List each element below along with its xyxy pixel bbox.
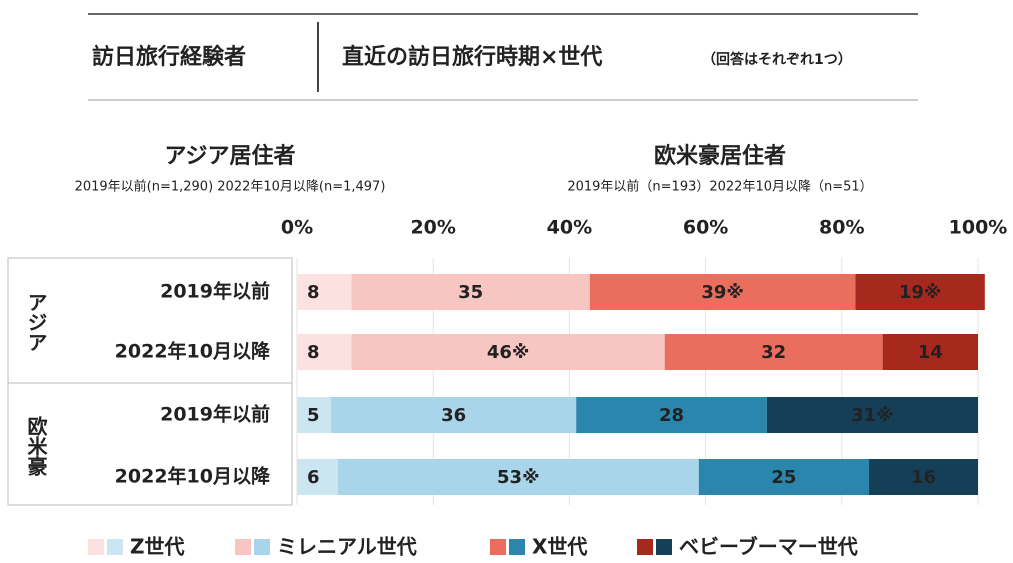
legend-swatch xyxy=(235,539,251,555)
bar-segment xyxy=(337,459,699,495)
value-label: 25 xyxy=(771,467,796,488)
value-label: 53※ xyxy=(497,467,540,488)
header-right: 直近の訪日旅行時期×世代 xyxy=(342,44,602,70)
bar-segment xyxy=(698,459,870,495)
legend-swatch xyxy=(637,539,653,555)
legend-swatch xyxy=(490,539,506,555)
legend-label: ミレニアル世代 xyxy=(277,535,417,559)
group-note: 2019年以前（n=193）2022年10月以降（n=51） xyxy=(567,179,872,195)
bar-segment xyxy=(297,459,338,495)
value-label: 8 xyxy=(307,282,320,303)
value-label: 5 xyxy=(307,405,320,426)
value-label: 35 xyxy=(458,282,483,303)
legend-swatch xyxy=(254,539,270,555)
x-tick-label: 40% xyxy=(547,217,592,239)
legend-label: ベビーブーマー世代 xyxy=(679,535,858,559)
value-label: 46※ xyxy=(487,342,530,363)
bar-segment xyxy=(766,397,978,433)
value-label: 14 xyxy=(918,342,943,363)
group-label: アジア xyxy=(24,292,48,352)
x-tick-label: 0% xyxy=(281,217,313,239)
y-tick-label: 2019年以前 xyxy=(160,280,270,303)
value-label: 6 xyxy=(307,467,320,488)
value-label: 39※ xyxy=(701,282,744,303)
bar-segment xyxy=(576,397,767,433)
x-tick-label: 60% xyxy=(683,217,728,239)
bar-segment xyxy=(351,274,590,310)
x-tick-label: 100% xyxy=(949,217,1008,239)
header-left: 訪日旅行経験者 xyxy=(92,44,246,70)
y-tick-label: 2019年以前 xyxy=(160,403,270,426)
bar-segment xyxy=(331,397,577,433)
bar-segment xyxy=(297,397,332,433)
value-label: 31※ xyxy=(851,405,894,426)
bar-segment xyxy=(297,274,352,310)
header-note: （回答はそれぞれ1つ） xyxy=(702,51,852,68)
bar-segment xyxy=(855,274,985,310)
value-label: 36 xyxy=(441,405,466,426)
bar-segment xyxy=(297,334,352,370)
bar-segment xyxy=(882,334,978,370)
y-tick-label: 2022年10月以降 xyxy=(115,340,271,363)
group-title: 欧米豪居住者 xyxy=(654,143,786,169)
row-box xyxy=(7,257,293,506)
group-label: 欧米豪 xyxy=(24,415,48,476)
legend-swatch xyxy=(509,539,525,555)
y-tick-label: 2022年10月以降 xyxy=(115,465,271,488)
legend-label: X世代 xyxy=(532,535,587,559)
value-label: 8 xyxy=(307,342,320,363)
legend-swatch xyxy=(656,539,672,555)
legend-swatch xyxy=(107,539,123,555)
value-label: 32 xyxy=(761,342,786,363)
bar-segment xyxy=(589,274,856,310)
legend-label: Z世代 xyxy=(130,535,185,559)
group-title: アジア居住者 xyxy=(164,143,295,169)
group-note: 2019年以前(n=1,290) 2022年10月以降(n=1,497) xyxy=(75,179,386,195)
bar-segment xyxy=(351,334,665,370)
legend-swatch xyxy=(88,539,104,555)
value-label: 28 xyxy=(659,405,684,426)
value-label: 16 xyxy=(911,467,936,488)
value-label: 19※ xyxy=(899,282,942,303)
x-tick-label: 80% xyxy=(819,217,864,239)
bar-segment xyxy=(664,334,883,370)
bar-segment xyxy=(869,459,978,495)
x-tick-label: 20% xyxy=(410,217,455,239)
